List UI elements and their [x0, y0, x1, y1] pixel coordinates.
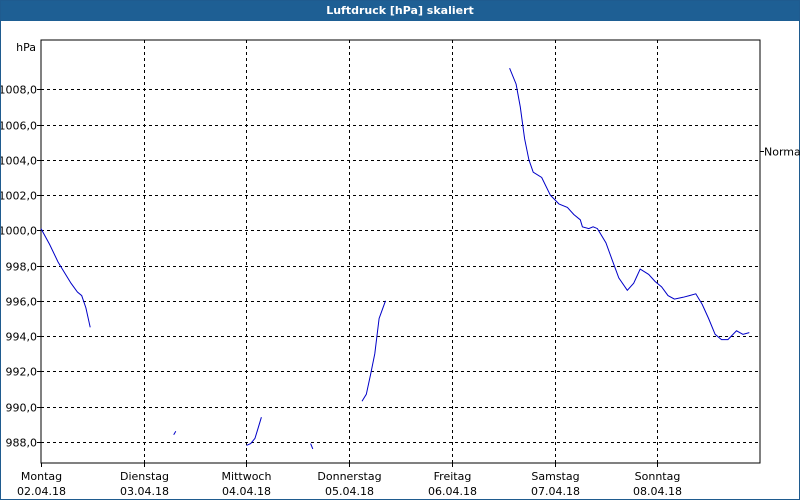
pressure-line-segment	[40, 228, 91, 328]
x-tick-day-label: Sonntag	[635, 470, 681, 483]
x-tick-date-label: 05.04.18	[325, 485, 374, 498]
y-axis-label: hPa	[16, 41, 36, 54]
x-tick-day-label: Freitag	[434, 470, 472, 483]
pressure-line-segment	[310, 443, 314, 450]
y-tick-label: 992,0	[6, 366, 38, 379]
x-tick-date-label: 03.04.18	[120, 485, 169, 498]
x-tick-day-label: Mittwoch	[222, 470, 272, 483]
y-tick-label: 996,0	[6, 296, 38, 309]
x-tick-day-label: Montag	[21, 470, 62, 483]
pressure-line-segment	[509, 68, 750, 341]
x-tick-date-label: 06.04.18	[428, 485, 477, 498]
y-tick-label: 1008,0	[1, 84, 37, 97]
y-tick-label: 1004,0	[1, 155, 37, 168]
x-tick-day-label: Samstag	[531, 470, 579, 483]
reference-label-normal: Normal	[764, 146, 800, 159]
pressure-line-segment	[361, 300, 386, 402]
x-tick-day-label: Donnerstag	[317, 470, 381, 483]
y-tick-label: 990,0	[6, 402, 38, 415]
y-tick-label: 1000,0	[1, 225, 37, 238]
pressure-line-segment	[246, 417, 262, 446]
y-tick-label: 1002,0	[1, 190, 37, 203]
x-tick-day-label: Dienstag	[120, 470, 169, 483]
x-tick-date-label: 07.04.18	[531, 485, 580, 498]
y-tick-label: 998,0	[6, 261, 38, 274]
x-tick-date-label: 04.04.18	[222, 485, 271, 498]
y-tick-label: 994,0	[6, 331, 38, 344]
x-tick-date-label: 02.04.18	[17, 485, 66, 498]
y-tick-label: 988,0	[6, 437, 38, 450]
pressure-line-segment	[173, 431, 177, 436]
x-tick-date-label: 08.04.18	[633, 485, 682, 498]
plot-area-border	[40, 39, 761, 464]
y-tick-label: 1006,0	[1, 120, 37, 133]
chart-title: Luftdruck [hPa] skaliert	[1, 1, 799, 21]
